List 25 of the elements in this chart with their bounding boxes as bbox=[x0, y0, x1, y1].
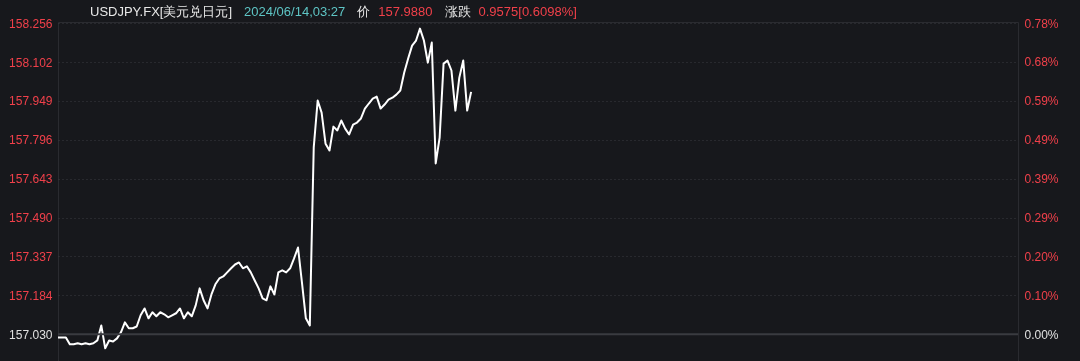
y2-tick-label: 0.59% bbox=[1024, 94, 1059, 109]
y2-tick-label: 0.49% bbox=[1024, 133, 1059, 148]
y2-tick-label: 0.00% bbox=[1024, 327, 1059, 342]
y2-tick-label: 0.20% bbox=[1024, 249, 1059, 264]
y-tick-label: 157.490 bbox=[9, 211, 53, 226]
text: 涨跌 bbox=[444, 4, 471, 19]
y-tick-label: 157.030 bbox=[9, 327, 53, 342]
line-series bbox=[58, 27, 473, 350]
y-tick-label: 157.796 bbox=[9, 133, 53, 148]
y2-tick-label: 0.29% bbox=[1024, 210, 1059, 225]
text: 价 bbox=[357, 4, 371, 19]
y2-tick-label: 0.68% bbox=[1024, 55, 1059, 70]
text: 157.9880 bbox=[378, 4, 433, 19]
text: 2024/06/14,03:27 bbox=[244, 4, 346, 19]
chart-title: USDJPY.FX[美元兑日元] bbox=[90, 4, 233, 19]
y2-tick-label: 0.10% bbox=[1024, 288, 1059, 303]
y-tick-label: 157.184 bbox=[9, 288, 53, 303]
text: 0.9575[0.6098%] bbox=[478, 4, 577, 19]
y-tick-label: 157.643 bbox=[9, 172, 53, 187]
y2-tick-label: 0.39% bbox=[1024, 172, 1059, 187]
y-tick-label: 157.337 bbox=[9, 249, 53, 264]
y-tick-label: 158.256 bbox=[9, 16, 53, 31]
y-tick-label: 158.102 bbox=[9, 55, 53, 70]
y-tick-label: 157.949 bbox=[9, 94, 53, 109]
y2-tick-label: 0.78% bbox=[1024, 16, 1059, 31]
